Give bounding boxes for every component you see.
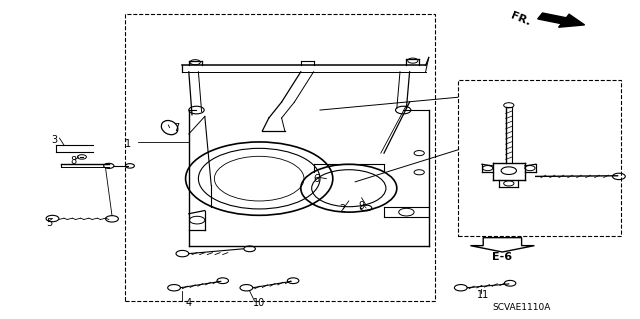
Text: E-6: E-6 <box>492 252 513 262</box>
Text: 4: 4 <box>186 298 192 308</box>
Polygon shape <box>470 238 534 252</box>
Polygon shape <box>538 13 584 27</box>
Text: 9: 9 <box>358 201 365 211</box>
Text: 2: 2 <box>339 204 346 214</box>
Text: 5: 5 <box>46 218 52 228</box>
Text: 3: 3 <box>51 135 58 145</box>
Text: 6: 6 <box>314 174 320 184</box>
Text: SCVAE1110A: SCVAE1110A <box>492 303 551 312</box>
Text: 11: 11 <box>477 290 490 300</box>
Text: 1: 1 <box>125 138 131 149</box>
Bar <box>125 14 435 301</box>
Text: 10: 10 <box>253 298 266 308</box>
Text: FR.: FR. <box>509 11 532 28</box>
Text: 8: 8 <box>70 156 77 166</box>
Text: 7: 7 <box>173 122 179 133</box>
Bar <box>458 80 621 236</box>
